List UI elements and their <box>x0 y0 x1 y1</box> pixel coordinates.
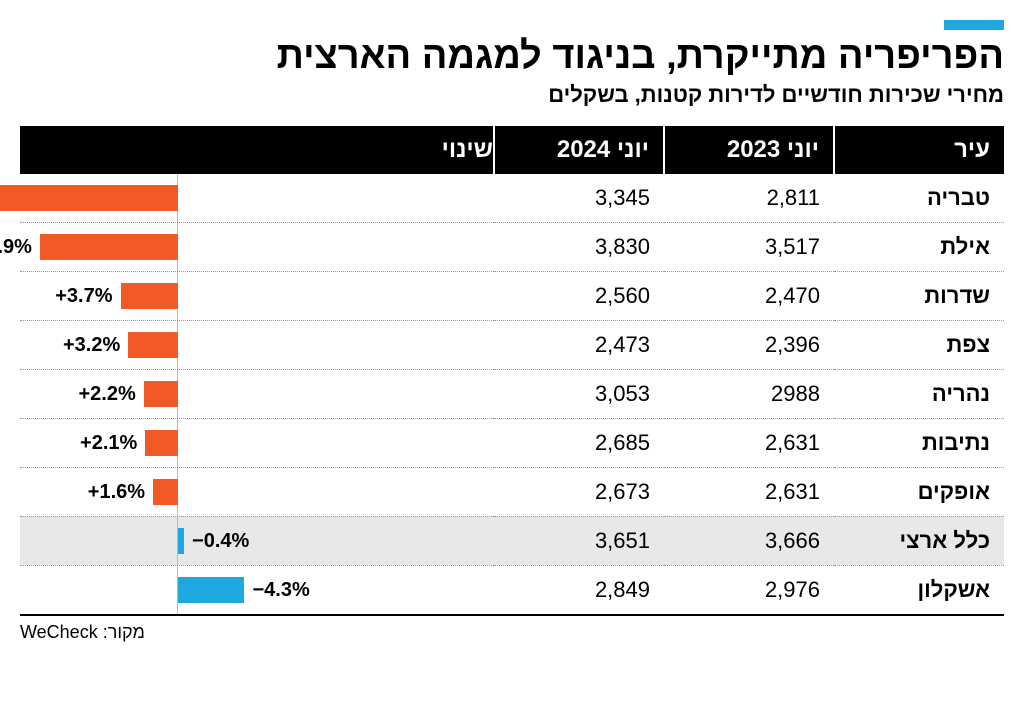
cell-change: +2.1% <box>20 418 494 467</box>
cell-city: כלל ארצי <box>834 516 1004 565</box>
cell-city: צפת <box>834 320 1004 369</box>
bar-wrapper: +2.2% <box>20 378 494 410</box>
cell-2024: 3,053 <box>494 369 664 418</box>
cell-change: +3.7% <box>20 271 494 320</box>
change-bar <box>144 381 178 407</box>
table-body: טבריה2,8113,345+19%אילת3,5173,830+8.9%שד… <box>20 174 1004 615</box>
cell-city: אופקים <box>834 467 1004 516</box>
cell-2023: 2,631 <box>664 418 834 467</box>
cell-city: אשקלון <box>834 565 1004 615</box>
cell-city: אילת <box>834 222 1004 271</box>
cell-2023: 2,631 <box>664 467 834 516</box>
table-header-row: עיר יוני 2023 יוני 2024 שינוי <box>20 126 1004 174</box>
table-row: נתיבות2,6312,685 +2.1% <box>20 418 1004 467</box>
col-header-2023: יוני 2023 <box>664 126 834 174</box>
chart-subtitle: מחירי שכירות חודשיים לדירות קטנות, בשקלי… <box>20 82 1004 108</box>
table-row: טבריה2,8113,345+19% <box>20 174 1004 223</box>
col-header-city: עיר <box>834 126 1004 174</box>
bar-wrapper: +1.6% <box>20 476 494 508</box>
cell-change: +8.9% <box>20 222 494 271</box>
col-header-2024: יוני 2024 <box>494 126 664 174</box>
cell-2024: 2,849 <box>494 565 664 615</box>
cell-2024: 2,560 <box>494 271 664 320</box>
table-row: שדרות2,4702,560 +3.7% <box>20 271 1004 320</box>
cell-city: נהריה <box>834 369 1004 418</box>
change-bar <box>40 234 178 260</box>
change-bar <box>178 528 184 554</box>
table-row: אילת3,5173,830+8.9% <box>20 222 1004 271</box>
table-row: כלל ארצי3,6663,651 −0.4% <box>20 516 1004 565</box>
change-label: +3.7% <box>55 280 112 312</box>
bar-wrapper: −0.4% <box>20 525 494 557</box>
bar-wrapper: +2.1% <box>20 427 494 459</box>
bar-wrapper: +3.2% <box>20 329 494 361</box>
cell-change: −0.4% <box>20 516 494 565</box>
bar-wrapper: −4.3% <box>20 574 494 606</box>
change-bar <box>121 283 178 309</box>
cell-change: +3.2% <box>20 320 494 369</box>
cell-2024: 2,685 <box>494 418 664 467</box>
cell-city: נתיבות <box>834 418 1004 467</box>
bar-wrapper: +19% <box>20 182 494 214</box>
table-row: צפת2,3962,473 +3.2% <box>20 320 1004 369</box>
cell-change: +19% <box>20 174 494 223</box>
cell-2023: 2,470 <box>664 271 834 320</box>
change-label: +2.1% <box>80 427 137 459</box>
cell-city: שדרות <box>834 271 1004 320</box>
bar-wrapper: +8.9% <box>20 231 494 263</box>
table-row: נהריה29883,053 +2.2% <box>20 369 1004 418</box>
table-row: אשקלון2,9762,849 −4.3% <box>20 565 1004 615</box>
source-label: מקור: <box>103 622 145 642</box>
data-table: עיר יוני 2023 יוני 2024 שינוי טבריה2,811… <box>20 126 1004 616</box>
change-bar <box>145 430 178 456</box>
cell-2023: 3,666 <box>664 516 834 565</box>
change-label: +3.2% <box>63 329 120 361</box>
change-label: −0.4% <box>192 525 249 557</box>
chart-title: הפריפריה מתייקרת, בניגוד למגמה הארצית <box>20 36 1004 78</box>
change-label: +1.6% <box>88 476 145 508</box>
change-bar <box>0 185 178 211</box>
col-header-change: שינוי <box>20 126 494 174</box>
cell-2024: 3,345 <box>494 174 664 223</box>
cell-2023: 3,517 <box>664 222 834 271</box>
cell-2023: 2,976 <box>664 565 834 615</box>
cell-change: +2.2% <box>20 369 494 418</box>
rent-chart: הפריפריה מתייקרת, בניגוד למגמה הארצית מח… <box>20 20 1004 643</box>
table-row: אופקים2,6312,673 +1.6% <box>20 467 1004 516</box>
cell-2024: 2,673 <box>494 467 664 516</box>
cell-city: טבריה <box>834 174 1004 223</box>
change-bar <box>128 332 178 358</box>
change-bar <box>153 479 178 505</box>
cell-change: −4.3% <box>20 565 494 615</box>
cell-2023: 2988 <box>664 369 834 418</box>
cell-change: +1.6% <box>20 467 494 516</box>
change-bar <box>178 577 245 603</box>
cell-2024: 3,830 <box>494 222 664 271</box>
accent-bar <box>944 20 1004 30</box>
change-label: −4.3% <box>252 574 309 606</box>
cell-2024: 3,651 <box>494 516 664 565</box>
source-value: WeCheck <box>20 622 98 642</box>
source-line: WeCheck מקור: <box>20 622 1004 643</box>
cell-2024: 2,473 <box>494 320 664 369</box>
cell-2023: 2,811 <box>664 174 834 223</box>
cell-2023: 2,396 <box>664 320 834 369</box>
change-label: +8.9% <box>0 231 32 263</box>
change-label: +2.2% <box>78 378 135 410</box>
bar-wrapper: +3.7% <box>20 280 494 312</box>
